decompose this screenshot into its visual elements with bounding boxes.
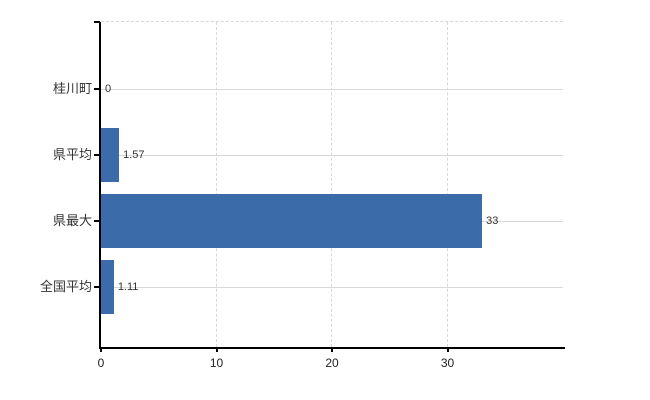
x-tick-label: 20: [325, 356, 339, 370]
x-tick-label: 0: [97, 356, 105, 370]
value-label: 0: [105, 83, 112, 95]
horizontal-gridline: [101, 155, 563, 156]
vertical-gridline: [215, 22, 217, 347]
y-tick-mark: [94, 88, 100, 90]
horizontal-gridline: [101, 89, 563, 90]
category-label: 桂川町: [52, 81, 92, 96]
category-label: 全国平均: [39, 279, 92, 294]
x-tick-mark: [215, 347, 218, 352]
y-tick-mark: [94, 21, 100, 23]
value-label: 1.57: [123, 149, 145, 161]
bar: [101, 128, 120, 182]
x-axis-line: [99, 347, 565, 349]
category-label: 県平均: [52, 147, 92, 162]
y-tick-mark: [94, 286, 100, 288]
value-label: 1.11: [117, 281, 139, 293]
vertical-gridline: [446, 22, 448, 347]
y-axis-line: [99, 22, 101, 347]
bar: [101, 260, 114, 314]
bar: [101, 194, 483, 248]
category-label: 県最大: [52, 213, 92, 228]
x-tick-mark: [100, 347, 102, 352]
value-label: 33: [486, 215, 499, 227]
y-tick-mark: [94, 154, 100, 156]
horizontal-gridline: [101, 287, 563, 288]
x-tick-label: 10: [209, 356, 224, 370]
x-tick-mark: [446, 347, 449, 352]
y-tick-mark: [94, 220, 100, 222]
x-tick-label: 30: [440, 356, 455, 370]
plot-top-border: [101, 21, 563, 22]
x-tick-mark: [331, 347, 333, 352]
vertical-gridline: [331, 22, 332, 347]
